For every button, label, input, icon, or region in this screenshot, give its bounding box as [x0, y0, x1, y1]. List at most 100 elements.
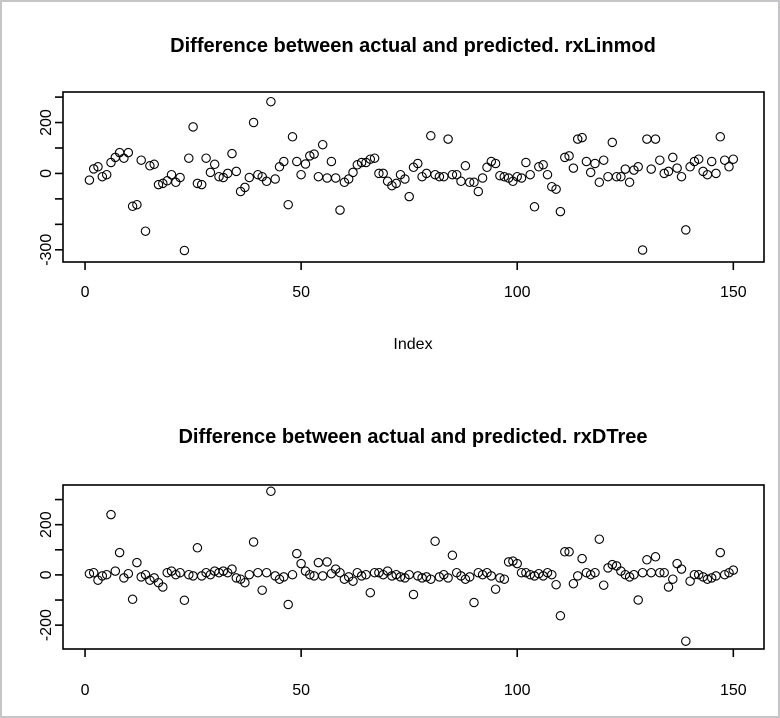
- data-point: [603, 171, 613, 182]
- data-point: [490, 584, 501, 594]
- data-point: [136, 155, 146, 165]
- data-point: [534, 162, 544, 172]
- data-point: [443, 573, 453, 583]
- data-point: [317, 139, 328, 150]
- x-axis-tick-label: 50: [292, 682, 310, 699]
- data-point: [309, 149, 319, 159]
- data-point: [343, 174, 354, 184]
- data-point: [84, 568, 95, 579]
- data-point: [633, 162, 643, 172]
- data-point: [175, 172, 185, 183]
- data-point: [114, 547, 125, 558]
- data-point: [400, 174, 410, 184]
- data-point: [253, 567, 263, 578]
- y-axis-tick-label: 0: [38, 570, 55, 579]
- data-point: [512, 558, 522, 569]
- y-axis-tick-label: 200: [38, 109, 55, 136]
- data-point: [292, 548, 302, 559]
- data-point: [132, 199, 142, 210]
- data-point: [547, 569, 557, 580]
- data-point: [149, 159, 159, 170]
- x-axis-tick-label: 0: [81, 284, 90, 301]
- data-point: [209, 159, 220, 170]
- data-point: [672, 558, 682, 569]
- data-point: [214, 171, 224, 182]
- data-point: [322, 173, 332, 183]
- data-point: [672, 163, 682, 173]
- data-point: [469, 597, 479, 608]
- data-point: [439, 171, 449, 182]
- data-point: [495, 170, 505, 181]
- data-point: [659, 168, 669, 179]
- data-point: [123, 568, 134, 579]
- plot-area-rxlinmod: 200 0 -300 0 50 100 150: [38, 91, 765, 301]
- data-point: [676, 171, 687, 182]
- data-point: [179, 245, 190, 256]
- data-point: [473, 186, 484, 197]
- data-point: [495, 573, 505, 583]
- data-point: [538, 160, 548, 170]
- data-point: [162, 567, 172, 578]
- data-point: [650, 552, 661, 562]
- plot-box: [62, 484, 765, 650]
- data-point: [313, 557, 324, 568]
- data-point: [706, 156, 717, 167]
- data-point: [369, 567, 380, 578]
- data-point: [663, 166, 674, 177]
- data-point: [335, 567, 345, 578]
- data-point: [283, 599, 293, 610]
- data-point: [227, 564, 237, 574]
- data-point: [266, 96, 276, 107]
- data-point: [171, 569, 181, 580]
- data-point: [564, 547, 574, 557]
- data-point: [166, 169, 177, 180]
- data-point: [607, 559, 618, 570]
- data-point: [240, 182, 250, 193]
- data-point: [430, 169, 440, 180]
- data-point: [577, 132, 587, 143]
- data-point: [447, 550, 458, 561]
- data-point: [270, 174, 280, 184]
- data-point: [326, 156, 337, 167]
- data-point: [391, 178, 401, 189]
- data-point: [555, 206, 566, 217]
- data-point: [305, 569, 315, 580]
- data-point: [88, 567, 99, 578]
- data-point: [728, 154, 739, 164]
- data-point: [127, 201, 138, 212]
- data-point: [184, 153, 194, 163]
- data-point: [702, 574, 713, 584]
- data-point: [296, 169, 306, 180]
- data-point: [231, 166, 242, 177]
- data-point: [248, 117, 259, 128]
- data-point: [590, 567, 600, 578]
- data-point: [676, 564, 687, 574]
- data-point: [646, 164, 656, 174]
- data-point: [378, 168, 388, 179]
- data-point: [408, 589, 419, 600]
- data-point: [585, 569, 596, 580]
- x-axis-tick-label: 100: [504, 284, 531, 301]
- data-point: [292, 156, 302, 167]
- data-point: [659, 567, 669, 578]
- data-point: [469, 177, 479, 188]
- data-point: [97, 171, 108, 182]
- data-point: [693, 569, 704, 580]
- data-point: [572, 134, 583, 144]
- data-point: [685, 576, 695, 586]
- data-point: [719, 569, 730, 580]
- data-point: [101, 569, 112, 580]
- data-point: [227, 148, 237, 159]
- data-point: [681, 636, 691, 646]
- data-point: [629, 569, 639, 580]
- data-point: [132, 557, 142, 568]
- x-axis-tick-label: 0: [81, 682, 90, 699]
- data-point: [335, 205, 345, 215]
- data-point: [477, 173, 488, 183]
- data-point: [568, 578, 579, 589]
- data-point: [140, 226, 151, 236]
- data-point: [456, 176, 466, 187]
- data-point: [512, 171, 522, 182]
- data-point: [283, 199, 293, 210]
- data-point: [434, 171, 445, 182]
